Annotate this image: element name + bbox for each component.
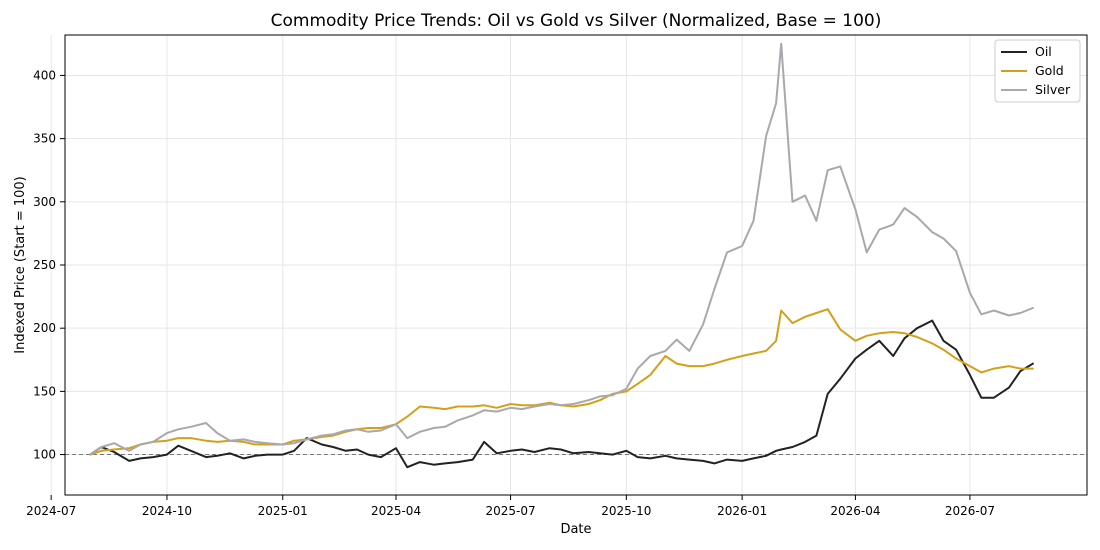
x-tick-label: 2025-01 [258,504,308,518]
y-tick-label: 250 [33,258,56,272]
series-lines [89,42,1034,469]
x-tick-label: 2024-10 [142,504,192,518]
y-tick-label: 350 [33,132,56,146]
x-tick-label: 2024-07 [26,504,76,518]
y-tick-label: 400 [33,68,56,82]
x-tick-label: 2026-04 [830,504,880,518]
x-tick-label: 2026-01 [717,504,767,518]
x-axis-ticks: 2024-07 2024-10 2025-01 2025-04 2025-07 2025-… [26,495,995,518]
gridlines [50,35,1087,495]
legend-box [994,39,1081,103]
y-tick-label: 300 [33,195,56,209]
y-tick-label: 150 [33,384,56,398]
series-line-silver [89,42,1034,456]
legend-label-oil: Oil [1035,44,1052,59]
x-tick-label: 2025-10 [601,504,651,518]
y-tick-label: 100 [33,448,56,462]
series-line-oil [89,319,1034,469]
y-axis-label: Indexed Price (Start = 100) [13,176,28,354]
y-axis-ticks: 100 150 200 250 300 350 400 [33,68,65,462]
series-line-gold [89,308,1034,456]
chart-title: Commodity Price Trends: Oil vs Gold vs S… [271,11,882,31]
legend-label-gold: Gold [1035,63,1064,78]
x-tick-label: 2025-07 [485,504,535,518]
legend: Oil Gold Silver [994,39,1081,103]
legend-label-silver: Silver [1035,82,1071,97]
x-axis-label: Date [560,522,591,537]
x-tick-label: 2026-07 [945,504,995,518]
x-tick-label: 2025-04 [371,504,421,518]
y-tick-label: 200 [33,321,56,335]
